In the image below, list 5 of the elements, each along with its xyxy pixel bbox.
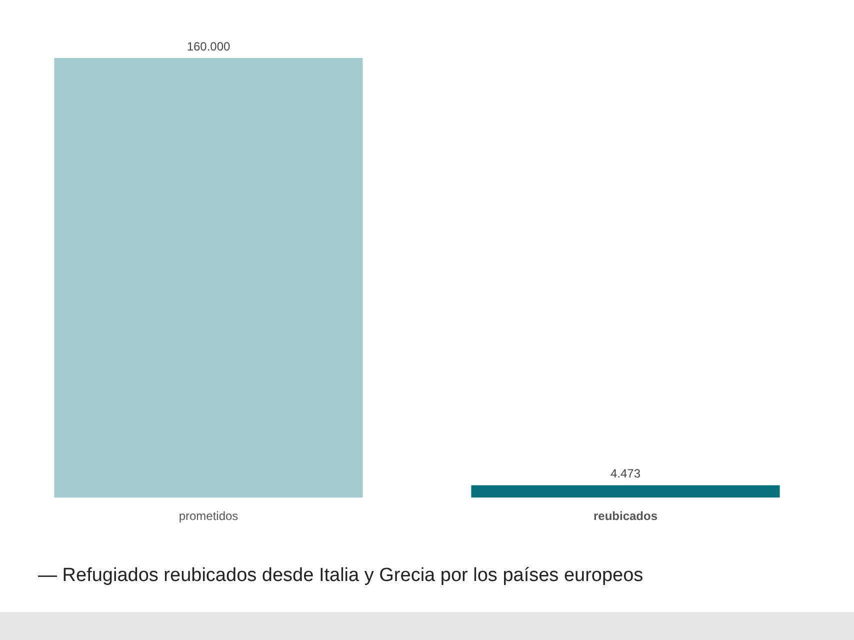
x-tick-label: reubicados bbox=[593, 509, 658, 524]
data-label: 160.000 bbox=[186, 39, 231, 54]
data-label: 4.473 bbox=[610, 466, 641, 481]
x-tick-label: prometidos bbox=[178, 509, 238, 524]
text: — Refugiados reubicados desde Italia y Grecia por los países europeos bbox=[38, 565, 644, 587]
